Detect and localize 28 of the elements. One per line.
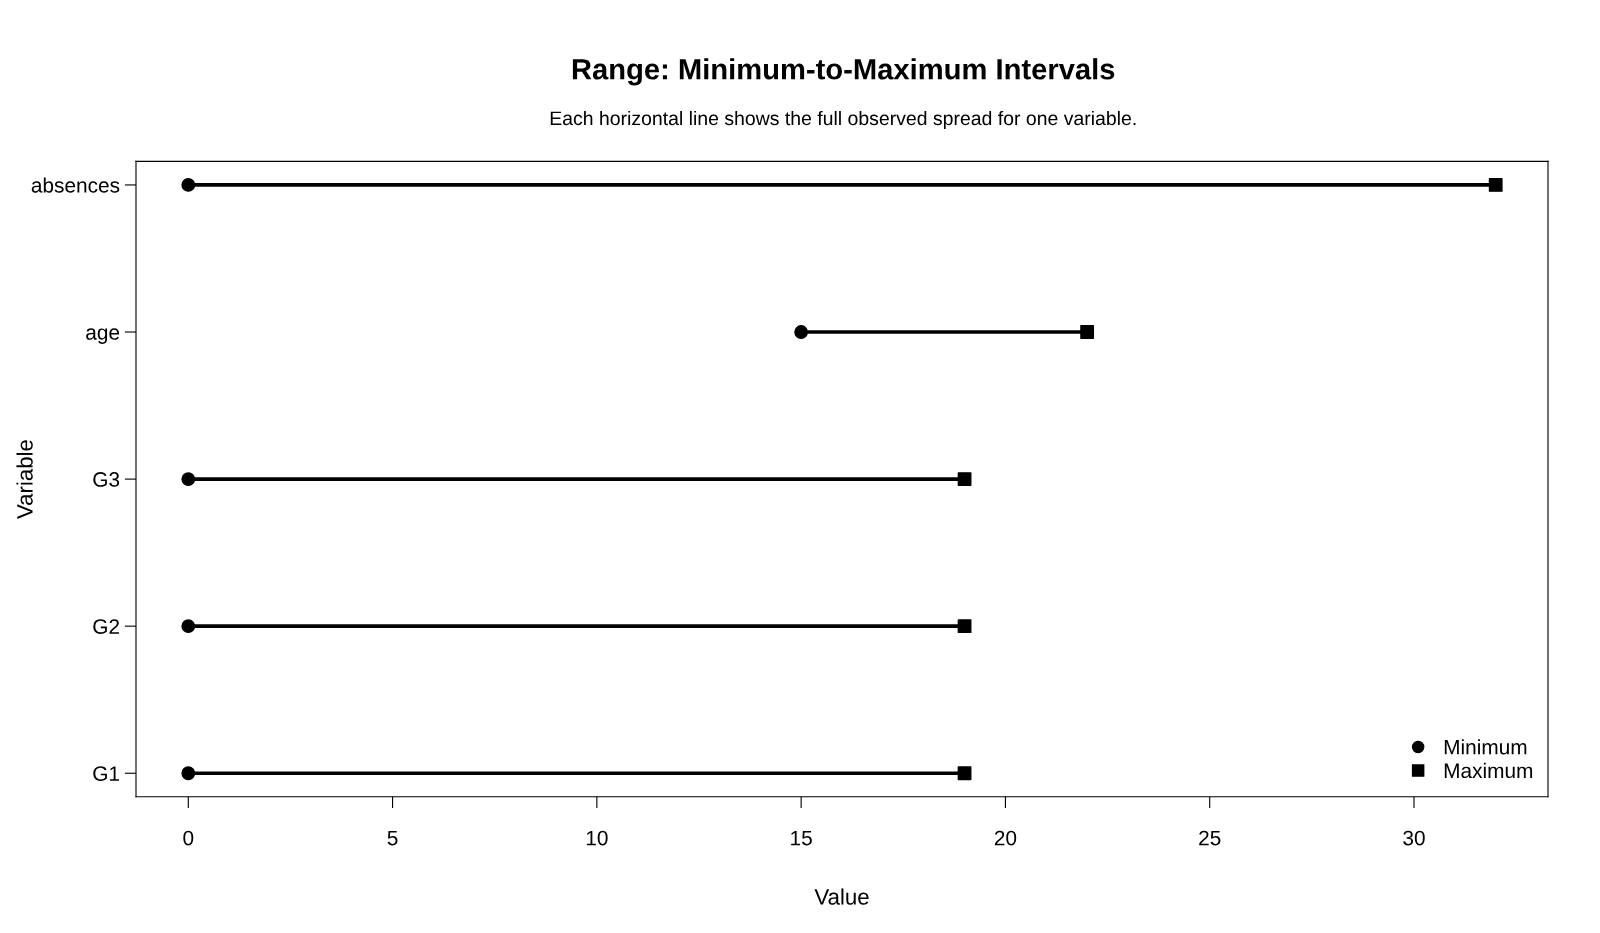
point [957,766,972,781]
y-tick-label: G2 [93,619,119,634]
x-tick-label: 10 [586,830,608,846]
chart-title: Range: Minimum-to-Maximum Intervals [572,58,1115,86]
point [957,619,972,634]
x-axis-title: Value [814,888,869,905]
x-tick-label: 25 [1199,830,1221,846]
point [181,178,196,192]
y-tick-label: age [86,328,120,344]
chart-subtitle: Each horizontal line shows the full observed spread for one variable. [550,110,1136,130]
y-tick-label: G1 [93,766,120,781]
point [181,619,196,634]
legend-label: Maximum [1444,762,1533,779]
x-tick-label: 15 [791,830,812,846]
x-tick-label: 0 [183,830,194,846]
point [794,325,809,339]
point [957,472,972,487]
point [1488,178,1503,192]
x-tick-label: 20 [994,830,1017,846]
y-tick-label: absences [31,177,120,193]
y-tick-label: G3 [93,472,120,487]
legend-label: Minimum [1444,739,1527,755]
x-tick-label: 5 [387,830,398,846]
y-axis-title: Variable [16,440,33,519]
x-tick-label: 30 [1403,830,1425,846]
point [181,766,196,781]
point [181,472,196,487]
point [1080,325,1095,339]
